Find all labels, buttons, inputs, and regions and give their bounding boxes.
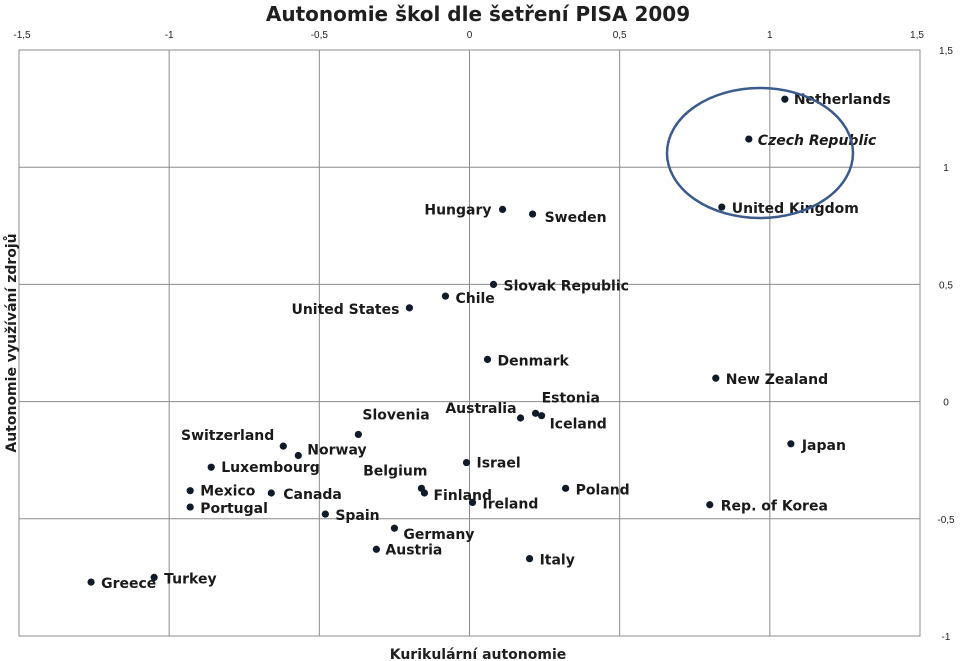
x-tick-label: -0,5	[311, 30, 329, 41]
data-point	[712, 374, 720, 382]
data-point-label: Ireland	[483, 496, 539, 512]
data-point	[537, 412, 546, 420]
data-point	[562, 484, 570, 492]
x-tick-label: 0,5	[613, 30, 627, 41]
data-point-label: Estonia	[542, 390, 600, 406]
data-point	[483, 355, 492, 364]
y-tick-label: 0	[943, 398, 949, 409]
data-point	[279, 442, 287, 450]
data-point-label: Australia	[445, 401, 516, 417]
plot-area	[18, 49, 921, 637]
data-point-label: Hungary	[424, 202, 491, 218]
data-point	[468, 498, 477, 506]
data-point-label: New Zealand	[726, 372, 828, 388]
x-axis-title: Kurikulární autonomie	[390, 647, 567, 661]
data-point	[87, 578, 95, 586]
data-point	[706, 501, 714, 509]
y-tick-label: -1	[942, 632, 951, 643]
data-point	[718, 203, 726, 211]
y-tick-label: 1,5	[939, 46, 953, 57]
x-tick-label: 1,5	[910, 30, 924, 41]
data-point-label: Spain	[335, 508, 379, 524]
y-axis-title: Autonomie využívání zdrojů	[3, 233, 20, 452]
highlight-circle	[665, 86, 855, 220]
data-point	[354, 430, 362, 439]
x-tick-label: -1,5	[13, 30, 31, 41]
data-point	[528, 210, 537, 218]
data-point-label: Chile	[455, 291, 494, 307]
data-point-label: Luxembourg	[221, 460, 320, 476]
data-point-label: Czech Republic	[758, 133, 877, 149]
x-tick-label: 0	[467, 30, 473, 41]
data-point	[207, 463, 215, 471]
data-point	[441, 292, 450, 300]
data-point-label: Mexico	[200, 484, 256, 500]
data-point-label: Denmark	[498, 353, 570, 369]
data-point	[787, 440, 795, 448]
data-point-label: Austria	[385, 542, 442, 558]
data-point	[745, 135, 753, 143]
data-point-label: Slovenia	[362, 407, 429, 423]
data-point-label: Finland	[433, 488, 492, 504]
y-tick-label: -0,5	[937, 515, 955, 526]
data-point	[372, 545, 380, 553]
data-point-label: Rep. of Korea	[721, 499, 828, 515]
data-point	[462, 458, 471, 467]
y-tick-label: 0,5	[939, 280, 953, 291]
data-point	[150, 573, 158, 582]
data-point	[405, 304, 414, 312]
data-point-label: Canada	[283, 487, 342, 503]
gridlines	[19, 50, 920, 636]
data-point	[321, 510, 329, 518]
data-point-label: Belgium	[363, 463, 427, 479]
data-point-label: Germany	[403, 527, 474, 543]
data-point-label: Portugal	[200, 501, 268, 517]
data-point-label: Israel	[476, 456, 520, 472]
data-point-label: Turkey	[164, 571, 216, 587]
chart-title: Autonomie škol dle šetření PISA 2009	[266, 2, 690, 26]
data-point	[390, 524, 399, 532]
data-point	[531, 409, 540, 417]
data-point-label: United Kingdom	[732, 201, 859, 217]
data-point-label: Sweden	[545, 210, 607, 226]
y-axis-ticks: 1,5 1 0,5 0 -0,5 -1	[937, 46, 955, 643]
data-point	[781, 95, 789, 103]
x-tick-label: -1	[165, 30, 174, 41]
data-point-label: Norway	[307, 443, 366, 459]
data-point	[489, 280, 498, 288]
data-point	[516, 414, 525, 422]
data-point	[186, 487, 194, 495]
data-point-label: Japan	[801, 438, 846, 454]
data-point	[420, 489, 429, 497]
data-point-label: Greece	[101, 576, 156, 592]
data-point-label: Netherlands	[794, 92, 891, 108]
y-tick-label: 1	[943, 163, 949, 174]
data-point	[186, 503, 194, 511]
data-point-label: Switzerland	[181, 428, 274, 444]
data-point-label: Iceland	[550, 417, 607, 433]
data-point-label: Italy	[540, 553, 575, 569]
data-point-label: Slovak Republic	[504, 278, 629, 294]
data-point	[294, 451, 302, 460]
data-point-label: United States	[291, 302, 399, 318]
x-tick-label: 1	[767, 30, 773, 41]
data-points: Netherlands Czech Republic United Kingdom H…	[87, 92, 891, 592]
data-point	[267, 489, 275, 497]
x-axis-ticks: -1,5 -1 -0,5 0 0,5 1 1,5	[13, 30, 924, 41]
data-point-label: Poland	[576, 482, 630, 498]
data-point	[525, 555, 534, 563]
data-point	[498, 205, 507, 213]
